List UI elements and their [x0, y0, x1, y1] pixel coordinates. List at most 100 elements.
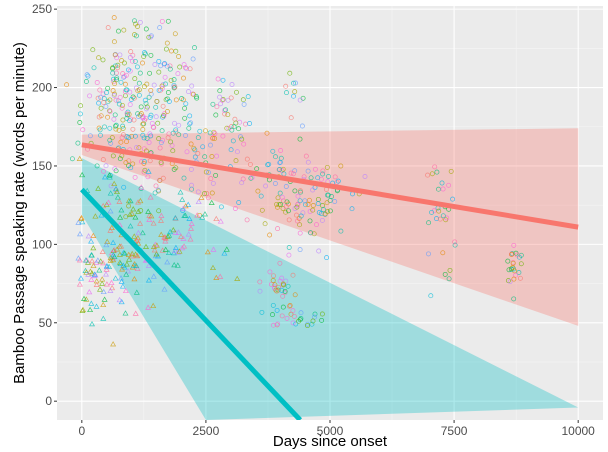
data-point: [295, 193, 301, 199]
data-point: [100, 57, 106, 63]
data-point: [79, 218, 86, 225]
data-point: [107, 190, 114, 196]
data-point: [119, 135, 125, 141]
data-point: [77, 275, 85, 281]
data-point: [511, 276, 517, 282]
data-point: [210, 101, 216, 107]
data-point: [117, 94, 123, 100]
data-point: [248, 175, 254, 181]
data-point: [297, 222, 303, 228]
data-point: [87, 306, 94, 313]
data-point: [213, 215, 220, 222]
data-point: [133, 33, 139, 39]
data-point: [302, 198, 308, 204]
data-point: [152, 190, 158, 196]
data-point: [217, 273, 224, 279]
data-point: [113, 70, 119, 76]
data-point: [225, 112, 231, 118]
data-point: [172, 84, 178, 90]
data-point: [274, 307, 280, 313]
data-point: [95, 185, 102, 191]
data-point: [165, 249, 172, 256]
data-point: [288, 115, 294, 121]
data-point: [209, 154, 215, 159]
data-point: [79, 306, 87, 313]
data-point: [177, 64, 183, 70]
x-tick-label: 0: [78, 424, 85, 438]
x-tick-label: 7500: [441, 424, 468, 438]
data-point: [118, 243, 125, 249]
data-point: [223, 107, 229, 113]
data-point: [186, 89, 191, 95]
data-point: [77, 120, 83, 125]
data-point: [517, 275, 523, 281]
data-point: [158, 231, 165, 237]
data-point: [130, 206, 137, 212]
data-point: [112, 166, 118, 172]
y-tick-label: 150: [32, 159, 52, 173]
data-point: [244, 156, 250, 162]
data-point: [93, 303, 100, 309]
data-point: [156, 69, 162, 75]
data-point: [124, 139, 129, 145]
data-point: [132, 310, 139, 316]
data-point: [267, 232, 273, 238]
data-point: [107, 137, 113, 143]
data-point: [292, 292, 298, 298]
data-point: [277, 167, 283, 172]
data-point: [319, 217, 325, 223]
data-point: [309, 321, 315, 327]
y-tick-label: 100: [32, 237, 52, 251]
data-point: [127, 197, 134, 204]
data-point: [291, 313, 297, 319]
data-point: [172, 244, 179, 250]
data-point: [111, 253, 118, 260]
data-point: [305, 323, 310, 329]
data-point: [103, 262, 110, 269]
data-point: [150, 243, 157, 249]
data-point: [284, 315, 290, 321]
data-point: [131, 233, 138, 239]
data-point: [175, 249, 182, 255]
data-point: [241, 101, 247, 107]
data-point: [186, 215, 193, 221]
data-point: [327, 208, 333, 214]
data-point: [132, 214, 139, 220]
confidence-band-1: [81, 128, 579, 326]
data-point: [137, 112, 143, 118]
y-tick-label: 0: [45, 394, 52, 408]
data-point: [187, 121, 193, 127]
data-point: [244, 217, 250, 223]
data-point: [291, 93, 296, 99]
data-point: [257, 288, 263, 294]
data-point: [147, 131, 153, 137]
data-point: [117, 52, 123, 58]
data-point: [297, 136, 303, 142]
data-point: [78, 214, 85, 221]
data-point: [315, 201, 321, 207]
data-point: [446, 182, 452, 188]
data-point: [279, 313, 285, 319]
data-point: [315, 175, 321, 181]
data-point: [135, 208, 142, 214]
data-point: [238, 134, 243, 140]
data-point: [299, 123, 305, 129]
data-point: [158, 212, 165, 218]
data-point: [75, 140, 81, 146]
data-point: [108, 224, 115, 231]
data-point: [168, 139, 174, 145]
data-point: [151, 125, 157, 131]
data-point: [120, 132, 126, 138]
data-point: [116, 198, 123, 204]
data-point: [110, 65, 116, 71]
data-point: [118, 79, 124, 85]
data-point: [217, 218, 224, 224]
data-point: [85, 233, 92, 239]
data-point: [164, 40, 170, 46]
data-point: [320, 168, 326, 174]
data-point: [97, 127, 103, 133]
data-point: [103, 104, 109, 109]
data-point: [144, 106, 149, 112]
data-point: [274, 288, 280, 294]
data-point: [137, 19, 143, 25]
